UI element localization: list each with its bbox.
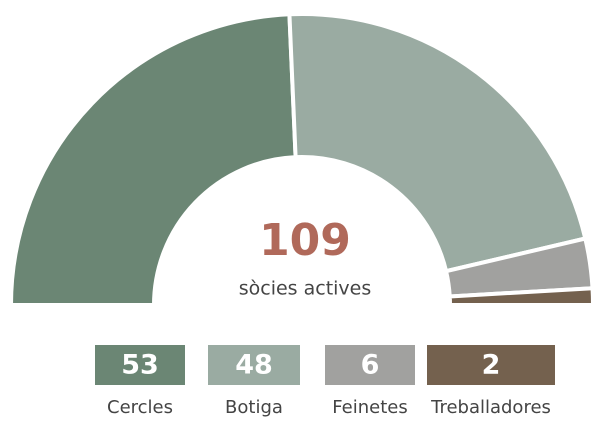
legend-label: Botiga (225, 397, 283, 418)
slice (8, 12, 298, 307)
legend-label: Feinetes (332, 397, 407, 418)
total-label: sòcies actives (239, 278, 372, 300)
legend-swatch (325, 345, 415, 385)
legend-swatch (208, 345, 300, 385)
total-value: 109 (259, 215, 351, 266)
legend-label: Treballadores (430, 397, 551, 418)
legend-label: Cercles (107, 397, 173, 418)
legend-value: 2 (482, 350, 501, 381)
legend-value: 53 (121, 350, 159, 381)
legend-value: 48 (235, 350, 273, 381)
slice (287, 12, 588, 274)
legend-swatch (427, 345, 555, 385)
legend-value: 6 (361, 350, 380, 381)
legend-swatch (95, 345, 185, 385)
